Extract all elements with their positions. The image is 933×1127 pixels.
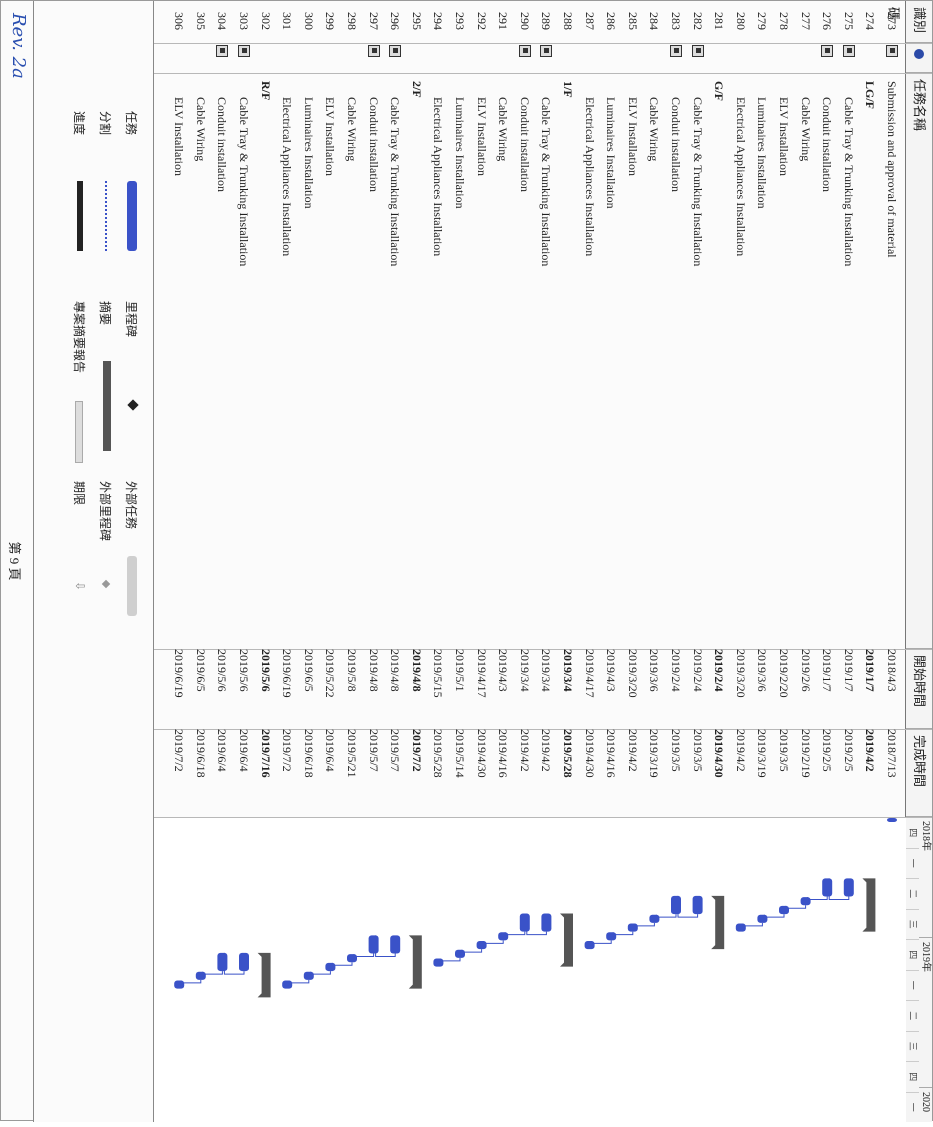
summary-bar[interactable] [560, 913, 573, 967]
task-bar[interactable] [692, 895, 703, 915]
task-bar[interactable] [498, 932, 509, 941]
legend-split-label: 分割 [98, 111, 112, 136]
dependency-link [591, 940, 612, 944]
task-bar[interactable] [195, 971, 206, 980]
legend-summary-bar [103, 361, 111, 451]
task-bar[interactable] [843, 878, 854, 897]
handwritten-signature: Rev. 2a [8, 13, 29, 79]
task-bar[interactable] [671, 895, 681, 915]
task-bar[interactable] [627, 923, 638, 932]
legend-progress-bar [77, 181, 83, 251]
dependency-link [353, 953, 375, 958]
dependency-link [612, 931, 634, 936]
task-bar[interactable] [347, 954, 357, 963]
dependency-link [785, 905, 807, 909]
task-bar[interactable] [757, 914, 768, 923]
dependency-link [461, 949, 483, 953]
summary-bar[interactable] [408, 935, 422, 989]
task-bar[interactable] [368, 935, 379, 954]
dependency-link [807, 896, 828, 901]
dependency-link [331, 962, 353, 966]
dependency-link [634, 922, 655, 927]
task-bar[interactable] [282, 980, 293, 989]
task-bar[interactable] [390, 935, 401, 954]
legend-task-label: 任務 [124, 111, 138, 136]
task-bar[interactable] [174, 980, 185, 989]
task-bar[interactable] [735, 923, 746, 932]
task-bar[interactable] [800, 897, 811, 906]
summary-bar[interactable] [862, 878, 876, 932]
legend-deadline-label: 期限 [72, 481, 86, 506]
task-bar[interactable] [887, 818, 897, 822]
legend-external-milestone-diamond [101, 579, 111, 589]
gantt-bars [174, 818, 897, 998]
legend-milestone-label: 里程碑 [124, 301, 138, 338]
dependency-link [310, 971, 331, 975]
legend-split-line [105, 181, 107, 251]
task-bar[interactable] [541, 913, 552, 932]
dependency-link [202, 971, 223, 975]
legend-external-task-bar [127, 556, 137, 616]
task-bar[interactable] [584, 941, 595, 950]
dependency-link [763, 914, 785, 918]
task-bar[interactable] [325, 962, 336, 972]
dependency-link [504, 931, 526, 936]
task-bar[interactable] [303, 971, 314, 980]
legend-external-milestone-label: 外部里程碑 [98, 481, 112, 542]
legend-project-summary-label: 專案摘要報告 [72, 301, 86, 374]
task-bar[interactable] [217, 952, 228, 972]
dependency-link [180, 979, 202, 984]
legend-progress-label: 進度 [72, 111, 86, 136]
dependency-link [483, 940, 504, 944]
dependency-link [288, 979, 310, 984]
page-number: 第 9 頁 [7, 541, 22, 581]
page-footer: Rev. 2a 第 9 頁 [0, 1, 34, 1122]
legend: 任務 分割 進度 里程碑 摘要 專案摘要報告 外部任務 外部里程碑 期限 ⇩ [33, 1, 154, 1122]
task-bar[interactable] [649, 914, 660, 923]
dependency-link [742, 922, 763, 927]
legend-task-bar [127, 181, 137, 251]
legend-external-tasks-label: 外部任務 [124, 481, 138, 530]
deadline-arrow-icon: ⇩ [73, 581, 87, 592]
task-bar[interactable] [239, 952, 249, 972]
task-bar[interactable] [822, 878, 833, 897]
legend-project-summary-bar [75, 401, 83, 463]
task-bar[interactable] [476, 941, 487, 950]
task-bar[interactable] [519, 913, 530, 932]
dependency-link [655, 914, 677, 918]
summary-bar[interactable] [257, 952, 271, 998]
task-bar[interactable] [433, 958, 444, 967]
summary-bar[interactable] [711, 895, 725, 950]
legend-milestone-diamond [127, 399, 139, 411]
task-bar[interactable] [606, 932, 617, 941]
dependency-link [439, 957, 461, 962]
task-bar[interactable] [779, 905, 789, 915]
legend-summary-label: 摘要 [98, 301, 112, 326]
task-bar[interactable] [455, 949, 465, 958]
